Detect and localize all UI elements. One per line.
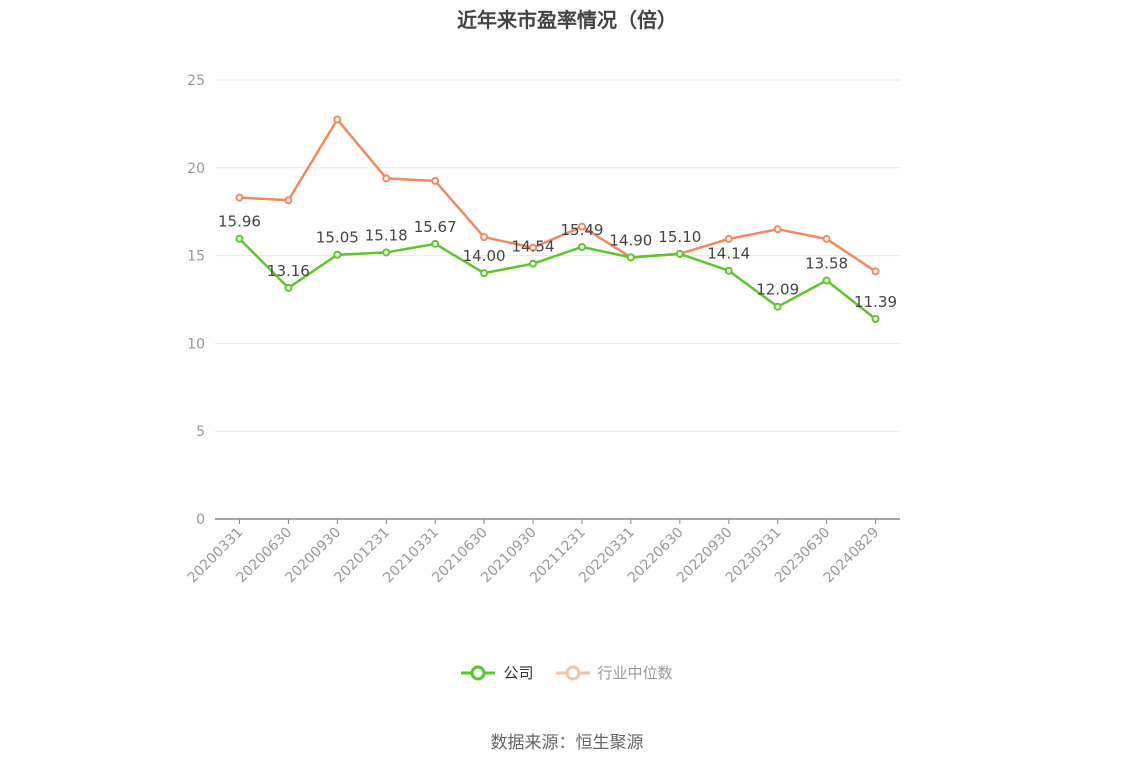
company-point[interactable] xyxy=(726,268,732,274)
data-label: 15.96 xyxy=(218,213,261,231)
company-point[interactable] xyxy=(481,270,487,276)
company-point[interactable] xyxy=(432,241,438,247)
series-company xyxy=(236,236,878,322)
legend-item-company[interactable]: 公司 xyxy=(461,662,533,683)
company-point[interactable] xyxy=(285,285,291,291)
legend-company-label: 公司 xyxy=(503,662,533,683)
data-label: 15.05 xyxy=(316,229,359,247)
industry-median-line xyxy=(239,120,875,272)
industry-median-point[interactable] xyxy=(726,236,732,242)
data-label: 14.14 xyxy=(707,245,750,263)
data-label: 14.54 xyxy=(512,238,555,256)
y-tick-label: 0 xyxy=(196,512,205,528)
company-point[interactable] xyxy=(824,278,830,284)
data-label: 15.49 xyxy=(560,221,603,239)
data-label: 12.09 xyxy=(756,281,799,299)
company-point[interactable] xyxy=(873,316,879,322)
data-label: 15.10 xyxy=(658,228,701,246)
company-point[interactable] xyxy=(579,244,585,250)
industry-median-point[interactable] xyxy=(824,236,830,242)
data-label: 13.58 xyxy=(805,255,848,273)
industry-median-point[interactable] xyxy=(383,175,389,181)
data-source: 数据来源：恒生聚源 xyxy=(0,728,1134,753)
company-point[interactable] xyxy=(383,249,389,255)
company-point[interactable] xyxy=(775,304,781,310)
company-point[interactable] xyxy=(236,236,242,242)
data-labels: 15.96 13.16 15.05 15.18 15.67 14.00 14.54 15.49… xyxy=(218,213,897,311)
data-label: 15.18 xyxy=(365,226,408,244)
data-label: 13.16 xyxy=(267,262,310,280)
industry-median-point[interactable] xyxy=(432,178,438,184)
industry-median-point[interactable] xyxy=(873,268,879,274)
data-label: 14.00 xyxy=(463,247,506,265)
industry-median-point[interactable] xyxy=(334,117,340,123)
data-label: 14.90 xyxy=(609,231,652,249)
industry-median-point[interactable] xyxy=(236,195,242,201)
series-industry-median xyxy=(236,117,878,275)
legend: 公司 行业中位数 xyxy=(0,662,1134,683)
industry-median-point[interactable] xyxy=(285,197,291,203)
y-tick-label: 25 xyxy=(187,73,205,89)
legend-industry-label: 行业中位数 xyxy=(598,662,673,683)
y-tick-label: 15 xyxy=(187,249,205,265)
y-tick-label: 10 xyxy=(187,336,205,352)
company-point[interactable] xyxy=(530,261,536,267)
data-label: 15.67 xyxy=(414,218,457,236)
y-axis-ticks: 0 5 10 15 20 25 xyxy=(187,73,205,528)
company-point[interactable] xyxy=(677,251,683,257)
industry-median-point[interactable] xyxy=(775,226,781,232)
company-point[interactable] xyxy=(334,252,340,258)
legend-industry-marker-icon xyxy=(556,665,590,681)
legend-company-marker-icon xyxy=(461,665,495,681)
company-point[interactable] xyxy=(628,254,634,260)
y-tick-label: 20 xyxy=(187,161,205,177)
industry-median-point[interactable] xyxy=(481,234,487,240)
data-label: 11.39 xyxy=(854,293,897,311)
y-tick-label: 5 xyxy=(196,424,205,440)
x-axis-ticks: 2020033120200630202009302020123120210331… xyxy=(185,519,883,586)
legend-item-industry-median[interactable]: 行业中位数 xyxy=(556,662,673,683)
